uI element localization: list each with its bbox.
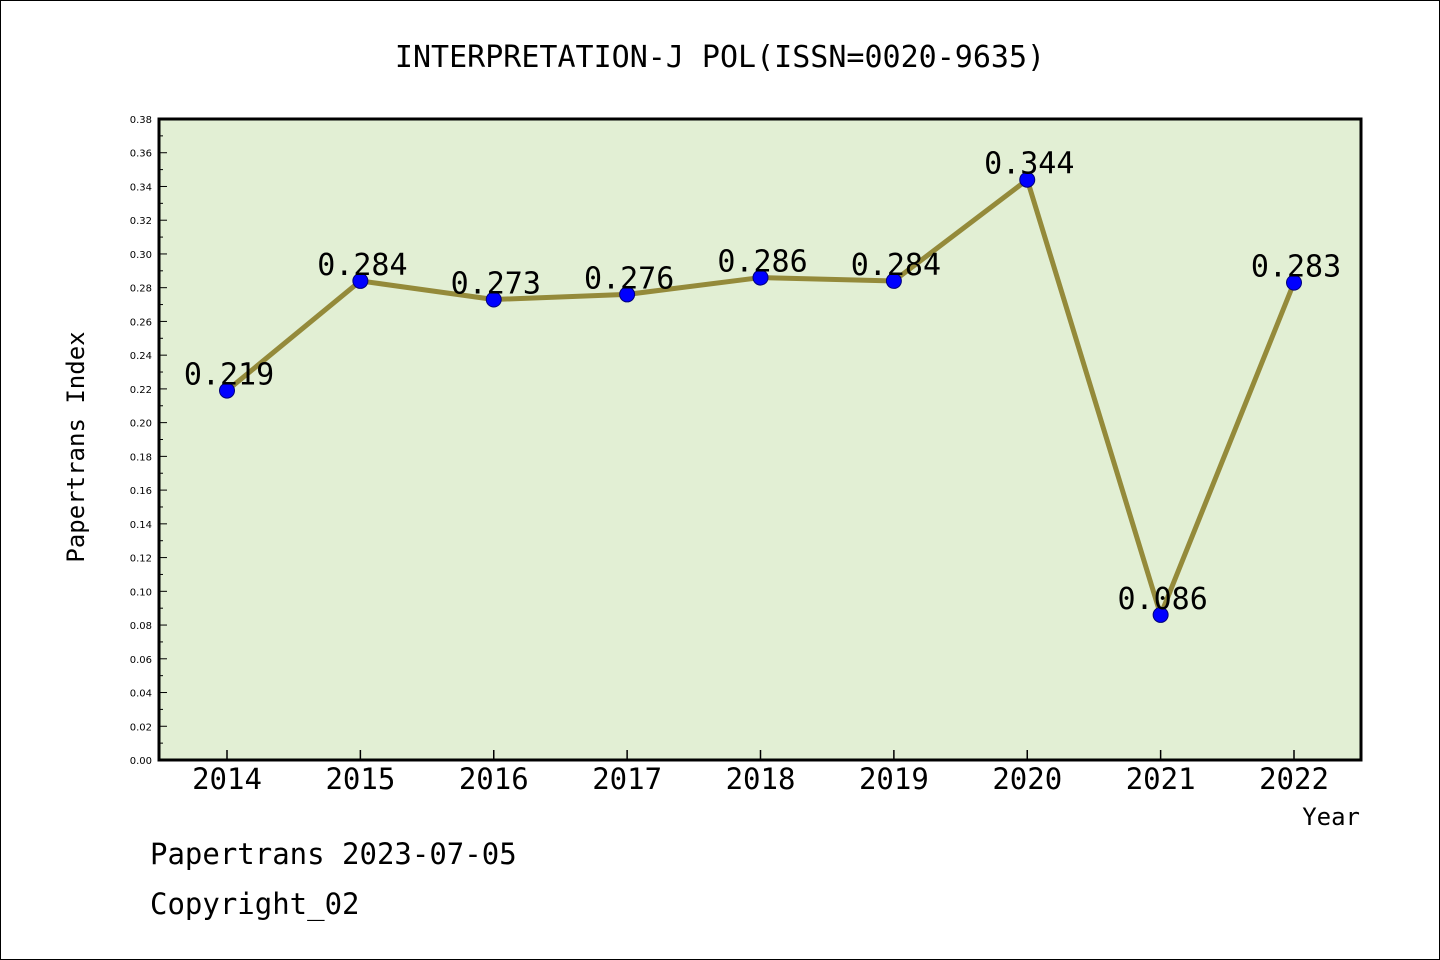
y-tick-label: 0.20 — [130, 419, 152, 430]
y-tick-label: 0.34 — [130, 182, 152, 193]
x-axis-label: Year — [1302, 803, 1360, 831]
data-label: 0.273 — [451, 266, 541, 301]
footer-date: Papertrans 2023-07-05 — [150, 837, 517, 871]
data-label: 0.284 — [317, 248, 407, 283]
data-point — [619, 286, 636, 303]
y-tick-label: 0.16 — [130, 486, 152, 497]
x-tick-label: 2022 — [1259, 762, 1329, 796]
data-label: 0.086 — [1117, 582, 1207, 617]
data-point — [485, 291, 502, 308]
y-axis-label: Papertrans Index — [62, 331, 90, 562]
data-point — [352, 272, 369, 289]
y-tick-label: 0.18 — [130, 452, 152, 463]
x-axis: 2014 2015 2016 2017 2018 2019 2020 2021 2022 — [192, 750, 1329, 796]
data-label: 0.344 — [984, 147, 1074, 182]
y-tick-label: 0.06 — [130, 655, 152, 666]
y-tick-label: 0.38 — [130, 115, 152, 126]
y-tick-label: 0.04 — [130, 689, 152, 700]
y-tick-label: 0.26 — [130, 317, 152, 328]
y-tick-label: 0.36 — [130, 149, 152, 160]
data-point — [885, 272, 902, 289]
y-tick-label: 0.28 — [130, 284, 152, 295]
x-tick-label: 2021 — [1126, 762, 1196, 796]
data-point — [752, 269, 769, 286]
chart-title: INTERPRETATION-J POL(ISSN=0020-9635) — [395, 40, 1045, 75]
data-label: 0.276 — [584, 261, 674, 296]
y-axis: 0.00 0.02 0.04 0.06 0.08 0.10 0.12 0.14 0.16 0.18… — [130, 115, 167, 767]
data-point — [1152, 606, 1169, 623]
y-tick-label: 0.32 — [130, 216, 152, 227]
data-point — [219, 382, 235, 399]
y-tick-label: 0.14 — [130, 520, 152, 531]
x-tick-label: 2014 — [192, 762, 262, 796]
x-tick-label: 2016 — [459, 762, 529, 796]
plot-area — [157, 117, 1363, 762]
footer-copyright: Copyright_02 — [150, 887, 360, 922]
y-tick-label: 0.10 — [130, 587, 152, 598]
x-tick-label: 2020 — [992, 762, 1062, 796]
x-tick-label: 2017 — [592, 762, 662, 796]
y-tick-label: 0.30 — [130, 250, 152, 261]
data-point — [1019, 171, 1036, 188]
y-tick-label: 0.02 — [130, 722, 152, 733]
y-tick-label: 0.12 — [130, 554, 152, 565]
y-tick-label: 0.22 — [130, 385, 152, 396]
y-tick-label: 0.00 — [130, 756, 152, 767]
x-tick-label: 2018 — [726, 762, 796, 796]
data-point — [1286, 274, 1302, 291]
y-tick-label: 0.08 — [130, 621, 152, 632]
x-tick-label: 2019 — [859, 762, 929, 796]
series-group: 0.219 0.284 0.273 0.276 0.286 0.284 0.344 0.086… — [184, 147, 1341, 623]
data-label: 0.284 — [851, 248, 941, 283]
data-label: 0.219 — [184, 358, 274, 393]
data-label: 0.286 — [717, 245, 807, 280]
y-tick-label: 0.24 — [130, 351, 152, 362]
data-label: 0.283 — [1251, 250, 1341, 285]
x-tick-label: 2015 — [325, 762, 395, 796]
